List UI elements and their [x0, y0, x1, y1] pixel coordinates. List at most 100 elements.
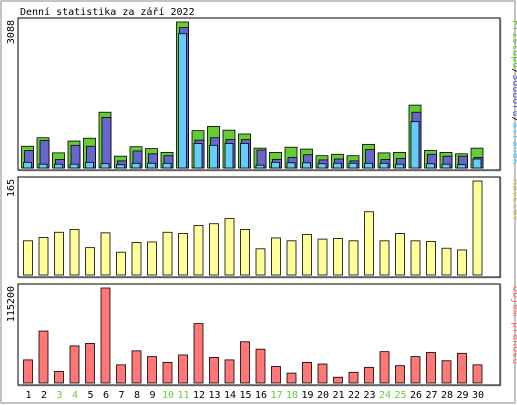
bar-visits-day-26 [410, 240, 421, 276]
legend-item: Objem přenosu [510, 286, 517, 364]
legend-separator: / [510, 68, 517, 74]
x-tick-label-3: 3 [56, 390, 62, 401]
bar-visits-day-23 [364, 211, 374, 276]
bar-traffic-day-23 [364, 366, 374, 384]
bar-files-day-5 [85, 161, 94, 169]
bar-files-day-4 [69, 163, 79, 169]
bar-traffic-day-9 [147, 356, 157, 384]
bar-files-day-26 [410, 121, 420, 169]
x-tick-label-24: 24 [379, 390, 391, 401]
legend-item: Návštěv [510, 179, 517, 221]
panel-2-ymax-label: 165 [6, 179, 17, 197]
bar-files-day-19 [302, 162, 311, 169]
x-tick-label-4: 4 [72, 390, 78, 401]
chart-title: Denní statistika za září 2022 [20, 6, 195, 18]
bar-visits-day-18 [286, 240, 297, 276]
bar-files-day-28 [441, 163, 451, 169]
x-tick-label-21: 21 [332, 390, 344, 401]
x-tick-label-23: 23 [363, 390, 375, 401]
x-tick-label-28: 28 [441, 390, 453, 401]
legend-item: Přístupů [510, 20, 517, 68]
bar-traffic-day-15 [240, 341, 250, 384]
bar-files-day-24 [379, 162, 389, 169]
x-tick-label-12: 12 [193, 390, 205, 401]
panel-3-ymax-label: 115200 [6, 286, 17, 322]
bar-visits-day-14 [224, 218, 235, 276]
bar-traffic-day-2 [38, 330, 49, 384]
bar-traffic-day-21 [333, 376, 343, 384]
bar-files-day-27 [426, 163, 435, 169]
x-tick-label-11: 11 [177, 390, 189, 401]
x-tick-label-9: 9 [149, 390, 155, 401]
bar-traffic-day-10 [162, 361, 173, 384]
bar-traffic-day-14 [224, 359, 235, 384]
x-tick-label-10: 10 [162, 390, 174, 401]
bar-files-day-20 [317, 163, 327, 169]
bar-visits-day-11 [178, 233, 188, 276]
bar-visits-day-2 [38, 236, 49, 276]
bar-traffic-day-29 [457, 352, 467, 384]
x-tick-label-6: 6 [103, 390, 109, 401]
bar-traffic-day-7 [116, 364, 126, 384]
bar-traffic-day-27 [426, 352, 436, 384]
bar-files-day-16 [255, 164, 265, 169]
bar-traffic-day-13 [209, 357, 219, 384]
bar-traffic-day-8 [131, 350, 142, 384]
bar-visits-day-3 [54, 231, 64, 276]
bar-files-day-30 [472, 158, 482, 169]
bar-visits-day-25 [395, 233, 405, 276]
bar-files-day-29 [457, 164, 466, 169]
bar-files-day-21 [333, 162, 342, 169]
bar-files-day-22 [348, 162, 358, 169]
bar-traffic-day-30 [472, 364, 483, 384]
x-tick-label-14: 14 [224, 390, 236, 401]
legend-separator: / [510, 116, 517, 122]
x-tick-label-16: 16 [255, 390, 267, 401]
bar-traffic-day-20 [317, 363, 328, 384]
x-tick-label-20: 20 [317, 390, 329, 401]
x-tick-label-19: 19 [301, 390, 313, 401]
bar-visits-day-17 [271, 237, 281, 276]
panel-3-legend: Objem přenosu [510, 286, 517, 364]
bar-files-day-12 [193, 143, 203, 169]
bar-files-day-13 [209, 144, 218, 169]
panel-1-legend: Přístupů/Souborů/Stránek [510, 20, 517, 165]
bar-files-day-3 [54, 163, 63, 169]
x-tick-label-25: 25 [394, 390, 406, 401]
bar-files-day-1 [23, 161, 32, 169]
bar-visits-day-19 [302, 234, 312, 276]
bar-traffic-day-5 [85, 343, 95, 384]
bar-visits-day-4 [69, 229, 80, 276]
x-tick-label-13: 13 [208, 390, 220, 401]
bar-visits-day-16 [255, 248, 266, 276]
bar-traffic-day-26 [410, 356, 421, 384]
panel-1-ymax-label: 3088 [6, 20, 17, 44]
bar-visits-day-13 [209, 223, 219, 276]
x-tick-label-17: 17 [270, 390, 282, 401]
bar-traffic-day-16 [255, 348, 266, 384]
bar-visits-day-30 [472, 180, 483, 276]
bar-visits-day-1 [23, 240, 33, 276]
bar-visits-day-15 [240, 229, 250, 276]
bar-files-day-2 [38, 163, 48, 169]
bar-traffic-day-22 [348, 371, 359, 384]
bar-visits-day-5 [85, 247, 95, 276]
x-tick-label-8: 8 [134, 390, 140, 401]
bar-traffic-day-28 [441, 360, 452, 384]
x-tick-label-1: 1 [25, 390, 31, 401]
bar-traffic-day-17 [271, 366, 281, 384]
bar-files-day-23 [364, 162, 373, 169]
x-tick-label-5: 5 [87, 390, 93, 401]
bar-files-day-11 [178, 33, 187, 169]
x-tick-label-29: 29 [456, 390, 468, 401]
bar-files-day-9 [147, 162, 156, 169]
bar-files-day-14 [224, 143, 234, 169]
x-tick-label-27: 27 [425, 390, 437, 401]
bar-visits-day-6 [100, 232, 111, 276]
bar-visits-day-8 [131, 242, 142, 276]
bar-traffic-day-25 [395, 365, 405, 384]
bar-visits-day-12 [193, 225, 204, 276]
bar-traffic-day-12 [193, 323, 204, 384]
bar-visits-day-20 [317, 238, 328, 276]
